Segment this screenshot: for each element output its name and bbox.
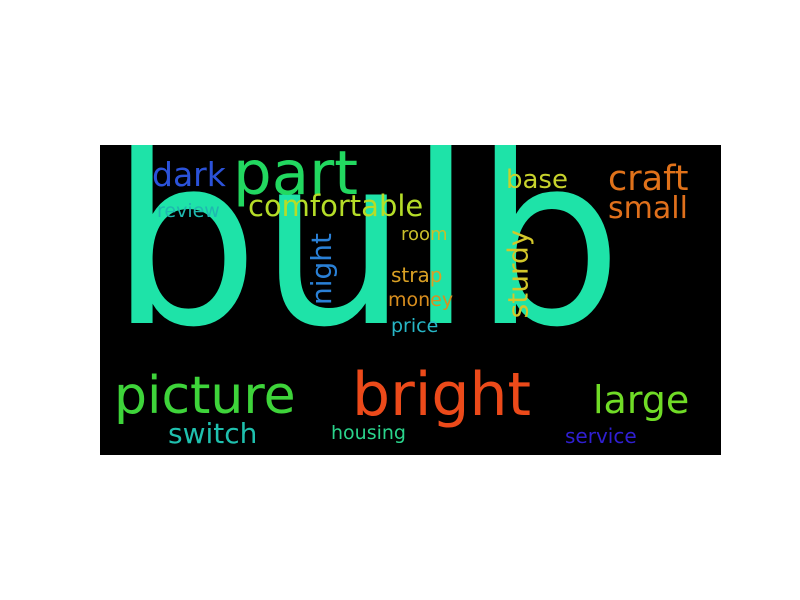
word-large: large [593, 378, 690, 422]
word-part: part [233, 145, 359, 209]
word-switch: switch [168, 417, 258, 450]
word-base: base [506, 165, 568, 195]
word-bright: bright [352, 360, 532, 430]
word-bulb: bulb [110, 145, 623, 379]
word-housing: housing [331, 422, 406, 444]
word-service: service [565, 424, 637, 448]
word-room: room [401, 224, 448, 245]
word-money: money [388, 289, 454, 311]
word-craft: craft [608, 159, 689, 199]
word-dark: dark [152, 155, 226, 194]
word-picture: picture [114, 366, 296, 426]
word-night: night [305, 232, 339, 306]
word-strap: strap [391, 263, 443, 287]
word-comfortable: comfortable [248, 189, 424, 223]
word-cloud: bulb part dark comfortable review base c… [100, 145, 721, 455]
word-review: review [157, 200, 220, 222]
word-price: price [391, 315, 439, 337]
word-sturdy: sturdy [501, 229, 535, 319]
word-small: small [608, 191, 688, 226]
